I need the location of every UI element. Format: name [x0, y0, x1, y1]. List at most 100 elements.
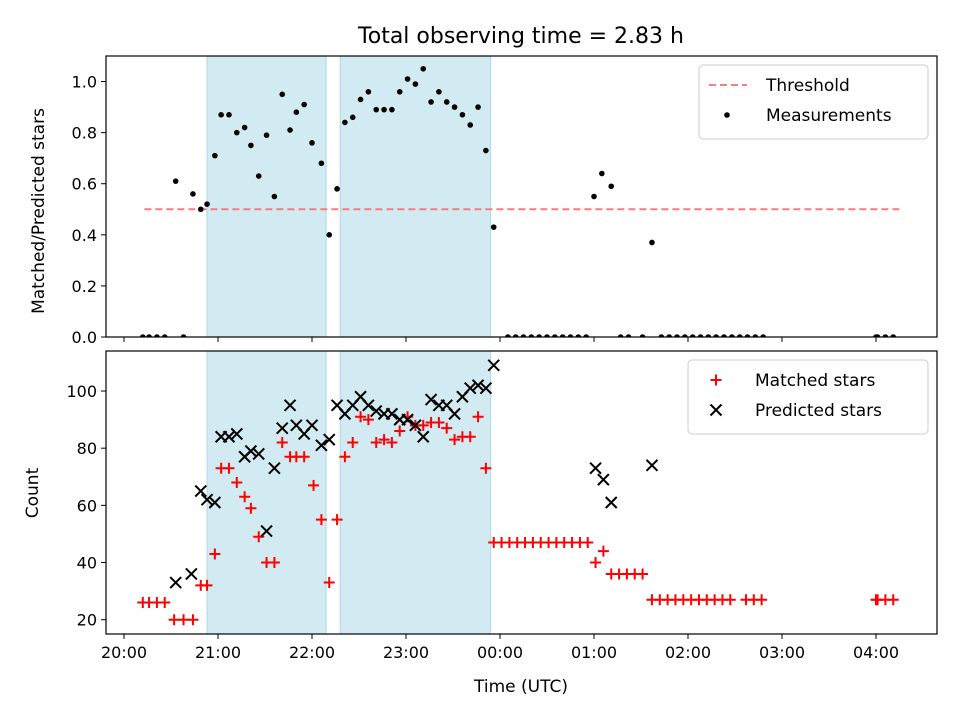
- observing-window-2: [339, 56, 492, 337]
- measurement-point: [528, 334, 535, 337]
- measurement-point: [396, 88, 403, 95]
- measurement-point: [490, 224, 497, 230]
- measurement-point: [255, 173, 262, 179]
- matched-stars-point: [378, 434, 390, 446]
- y-axis-label-top: Matched/Predicted stars: [29, 108, 49, 314]
- observing-window-1: [206, 56, 327, 337]
- legend-measurement-swatch: [724, 112, 730, 118]
- matched-stars-point: [315, 514, 327, 526]
- measurement-point: [404, 76, 411, 82]
- matched-stars-point: [724, 594, 736, 606]
- measurement-point: [204, 201, 210, 207]
- predicted-stars-point: [169, 576, 182, 589]
- matched-stars-point: [394, 425, 406, 437]
- x-tick-label: 03:00: [759, 643, 805, 662]
- measurement-point: [674, 334, 680, 337]
- measurement-point: [140, 334, 146, 337]
- measurement-point: [520, 334, 527, 337]
- predicted-stars-point: [252, 447, 265, 461]
- measurement-point: [599, 170, 605, 177]
- measurement-point: [279, 91, 286, 98]
- matched-stars-point: [417, 419, 429, 431]
- y-axis-label-bottom: Count: [23, 467, 43, 518]
- matched-stars-point: [239, 491, 251, 503]
- matched-stars-point: [276, 436, 288, 448]
- measurement-point: [467, 122, 474, 128]
- legend-label: Predicted stars: [755, 401, 882, 421]
- x-axis-label: Time (UTC): [473, 677, 568, 697]
- predicted-stars-point: [200, 493, 214, 506]
- axes-frame: [105, 350, 938, 635]
- measurement-point: [729, 334, 735, 337]
- predicted-stars-point: [479, 381, 493, 395]
- matched-stars-point: [464, 431, 476, 443]
- matched-stars-point: [223, 462, 235, 474]
- measurement-point: [459, 111, 466, 118]
- plot-area: [140, 56, 903, 337]
- y-tick-label: 0.2: [72, 277, 97, 296]
- legend-label: Measurements: [766, 106, 892, 126]
- legend: Threshold Measurements: [698, 64, 929, 140]
- measurement-point: [608, 183, 615, 190]
- measurement-point: [349, 114, 356, 121]
- legend-label: Threshold: [765, 76, 850, 96]
- legend-matched-swatch: [710, 374, 722, 386]
- matched-stars-point: [178, 614, 190, 626]
- measurement-point: [512, 334, 519, 337]
- measurement-point: [436, 88, 442, 95]
- matched-stars-point: [339, 451, 351, 463]
- measurement-point: [234, 129, 240, 136]
- measurement-point: [505, 334, 511, 337]
- y-tick-label: 0.0: [72, 328, 97, 347]
- measurement-point: [544, 334, 550, 337]
- matched-stars-point: [637, 568, 649, 580]
- chart-title: Total observing time = 2.83 h: [357, 24, 684, 49]
- y-tick-label: 0.8: [72, 124, 97, 143]
- measurement-point: [357, 96, 364, 103]
- top-panel: 0.0 0.2 0.4 0.6 0.8 1.0 Threshold Measurements: [72, 55, 938, 347]
- x-tick-label: 20:00: [101, 643, 147, 662]
- measurement-point: [591, 193, 597, 200]
- measurement-point: [682, 334, 688, 337]
- measurement-point: [263, 132, 270, 138]
- x-tick-label: 21:00: [195, 643, 241, 662]
- predicted-stars-point: [230, 427, 244, 441]
- measurement-point: [420, 65, 427, 72]
- measurement-point: [639, 334, 646, 337]
- measurement-point: [428, 99, 434, 105]
- y-tick-label: 100: [66, 382, 97, 401]
- predicted-stars-point: [260, 524, 273, 538]
- measurement-point: [212, 152, 218, 159]
- matched-stars-point: [441, 422, 453, 434]
- predicted-stars-point: [222, 430, 236, 443]
- y-tick-label: 0.6: [72, 175, 97, 194]
- matched-stars-point: [331, 514, 343, 526]
- predicted-stars-point: [448, 407, 461, 421]
- y-tick-label: 20: [77, 611, 97, 630]
- matched-stars-point: [355, 411, 367, 423]
- predicted-stars-point: [385, 407, 399, 421]
- measurement-point: [760, 334, 766, 337]
- matched-stars-point: [756, 594, 768, 606]
- measurement-point: [583, 334, 589, 337]
- matched-stars-point: [231, 476, 243, 488]
- legend-box: [698, 64, 929, 140]
- measurement-point: [301, 101, 307, 108]
- predicted-stars-point: [305, 419, 319, 432]
- measurement-point: [287, 127, 293, 133]
- matched-stars-point: [308, 479, 320, 491]
- predicted-stars-point: [417, 430, 430, 443]
- measurement-point: [536, 334, 542, 337]
- measurement-point: [172, 178, 179, 184]
- measurement-point: [389, 106, 395, 113]
- y-tick-label: 0.4: [72, 226, 97, 245]
- measurement-point: [649, 239, 655, 246]
- y-tick-label: 80: [77, 439, 97, 458]
- predicted-stars-point: [597, 473, 610, 486]
- measurement-point: [744, 334, 751, 337]
- measurement-point: [154, 334, 160, 337]
- measurement-point: [483, 147, 489, 154]
- measurement-point: [271, 193, 278, 200]
- measurement-point: [874, 334, 881, 337]
- measurement-point: [575, 334, 582, 337]
